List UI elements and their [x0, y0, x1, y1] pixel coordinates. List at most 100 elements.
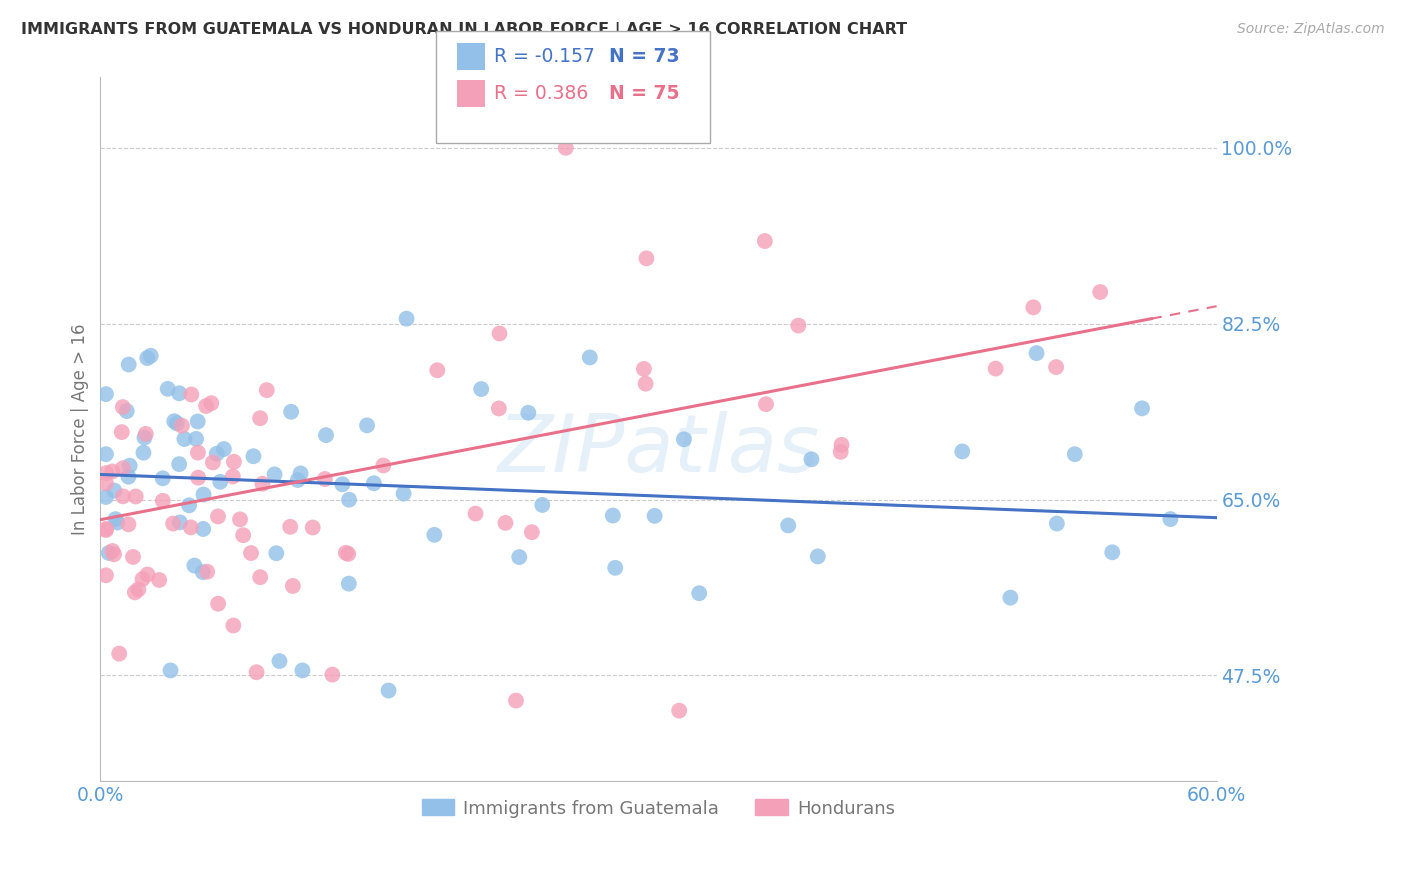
Text: N = 73: N = 73	[609, 46, 679, 66]
Point	[166, 417, 188, 431]
Point	[531, 498, 554, 512]
Point	[240, 546, 263, 560]
Point	[554, 141, 576, 155]
Point	[314, 472, 336, 486]
Point	[1130, 401, 1153, 416]
Point	[222, 618, 245, 632]
Point	[256, 383, 278, 397]
Point	[127, 582, 149, 597]
Point	[335, 546, 357, 560]
Point	[330, 477, 353, 491]
Point	[207, 509, 229, 524]
Point	[222, 455, 245, 469]
Point	[187, 445, 209, 459]
Point	[191, 565, 214, 579]
Point	[301, 520, 323, 534]
Point	[508, 550, 530, 565]
Y-axis label: In Labor Force | Age > 16: In Labor Force | Age > 16	[72, 324, 89, 535]
Point	[636, 252, 658, 266]
Point	[105, 516, 128, 530]
Point	[173, 432, 195, 446]
Point	[1090, 285, 1112, 299]
Point	[94, 466, 117, 480]
Point	[252, 476, 274, 491]
Point	[633, 362, 655, 376]
Point	[423, 528, 446, 542]
Point	[668, 704, 690, 718]
Point	[269, 654, 291, 668]
Point	[115, 404, 138, 418]
Point	[1022, 301, 1045, 315]
Point	[94, 522, 117, 536]
Point	[205, 447, 228, 461]
Point	[152, 471, 174, 485]
Point	[356, 418, 378, 433]
Point	[212, 442, 235, 456]
Point	[800, 452, 823, 467]
Point	[807, 549, 830, 564]
Point	[167, 457, 190, 471]
Point	[180, 520, 202, 534]
Point	[634, 376, 657, 391]
Point	[94, 387, 117, 401]
Point	[101, 544, 124, 558]
Point	[94, 568, 117, 582]
Point	[688, 586, 710, 600]
Point	[605, 561, 627, 575]
Point	[163, 414, 186, 428]
Point	[830, 445, 852, 459]
Point	[363, 476, 385, 491]
Point	[201, 455, 224, 469]
Point	[118, 358, 141, 372]
Point	[111, 400, 134, 414]
Text: Source: ZipAtlas.com: Source: ZipAtlas.com	[1237, 22, 1385, 37]
Point	[281, 579, 304, 593]
Point	[1063, 447, 1085, 461]
Point	[644, 508, 666, 523]
Point	[187, 470, 209, 484]
Point	[242, 449, 264, 463]
Point	[426, 363, 449, 377]
Point	[118, 458, 141, 473]
Point	[125, 490, 148, 504]
Point	[209, 475, 232, 489]
Point	[177, 498, 200, 512]
Point	[134, 431, 156, 445]
Point	[94, 447, 117, 461]
Point	[135, 426, 157, 441]
Point	[373, 458, 395, 473]
Text: R = -0.157: R = -0.157	[494, 46, 595, 66]
Point	[183, 558, 205, 573]
Point	[280, 405, 302, 419]
Point	[287, 473, 309, 487]
Point	[117, 517, 139, 532]
Point	[193, 487, 215, 501]
Point	[263, 467, 285, 482]
Point	[169, 516, 191, 530]
Point	[232, 528, 254, 542]
Point	[755, 397, 778, 411]
Point	[291, 664, 314, 678]
Point	[672, 433, 695, 447]
Point	[103, 483, 125, 498]
Point	[111, 489, 134, 503]
Point	[579, 351, 602, 365]
Point	[321, 667, 343, 681]
Point	[101, 465, 124, 479]
Point	[517, 406, 540, 420]
Point	[505, 693, 527, 707]
Point	[195, 399, 218, 413]
Legend: Immigrants from Guatemala, Hondurans: Immigrants from Guatemala, Hondurans	[415, 792, 903, 825]
Point	[167, 386, 190, 401]
Point	[124, 585, 146, 599]
Point	[104, 512, 127, 526]
Point	[184, 432, 207, 446]
Point	[950, 444, 973, 458]
Point	[111, 461, 134, 475]
Point	[132, 445, 155, 459]
Point	[180, 387, 202, 401]
Point	[195, 565, 218, 579]
Point	[494, 516, 516, 530]
Point	[162, 516, 184, 531]
Point	[377, 683, 399, 698]
